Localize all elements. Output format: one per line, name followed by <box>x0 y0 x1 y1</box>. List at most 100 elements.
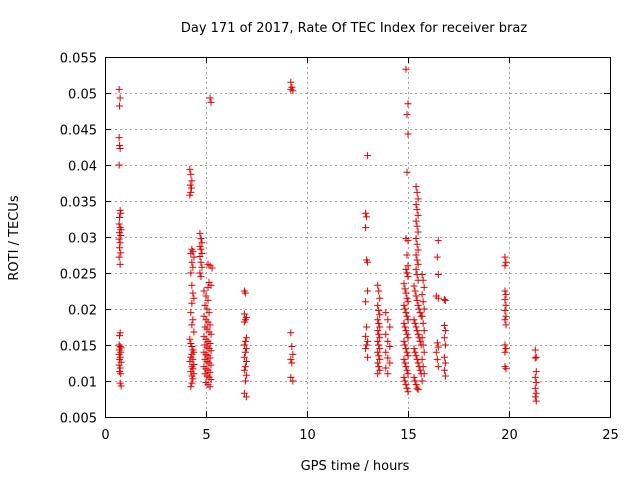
data-point <box>374 348 382 356</box>
data-point <box>375 319 383 327</box>
data-point <box>386 359 394 367</box>
data-point <box>531 384 539 392</box>
data-point <box>412 183 420 191</box>
data-point <box>196 252 204 260</box>
data-point <box>419 298 427 306</box>
data-point <box>501 306 509 314</box>
y-tick-label: 0.01 <box>68 376 97 391</box>
data-point <box>188 342 196 350</box>
data-point <box>532 389 540 397</box>
data-point <box>403 312 411 320</box>
data-point <box>420 370 428 378</box>
data-point <box>240 389 248 397</box>
data-point <box>375 363 383 371</box>
data-point <box>441 359 449 367</box>
data-point <box>116 94 124 102</box>
data-point <box>206 354 214 362</box>
data-point <box>382 348 390 356</box>
data-point <box>531 373 539 381</box>
data-point <box>532 353 540 361</box>
data-point <box>412 201 420 209</box>
data-point <box>187 309 195 317</box>
data-point <box>376 294 384 302</box>
x-axis-label: GPS time / hours <box>301 459 410 474</box>
data-point <box>362 209 370 217</box>
data-point <box>414 211 422 219</box>
data-point <box>501 348 509 356</box>
data-point <box>188 379 196 387</box>
data-point <box>440 366 448 374</box>
data-point <box>364 337 372 345</box>
data-point <box>414 301 422 309</box>
data-point <box>412 292 420 300</box>
data-point <box>382 309 390 317</box>
data-point <box>400 373 408 381</box>
data-point <box>416 309 424 317</box>
data-point <box>412 323 420 331</box>
data-point <box>187 340 195 348</box>
data-point <box>502 258 510 266</box>
y-tick-label: 0.055 <box>60 52 97 67</box>
data-point <box>531 346 539 354</box>
data-point <box>434 237 442 245</box>
x-tick-label: 10 <box>299 428 316 443</box>
data-point <box>376 311 384 319</box>
data-point <box>501 341 509 349</box>
y-axis-label: ROTI / TECUs <box>7 195 22 280</box>
data-point <box>411 377 419 385</box>
data-point <box>116 142 124 150</box>
data-point <box>115 253 123 261</box>
data-point <box>241 289 249 297</box>
data-point <box>116 244 124 252</box>
data-point <box>400 280 408 288</box>
data-point <box>502 312 510 320</box>
data-point <box>376 323 384 331</box>
data-point <box>402 289 410 297</box>
grid <box>105 57 610 417</box>
data-point <box>502 291 510 299</box>
data-point <box>197 273 205 281</box>
data-point <box>400 355 408 363</box>
data-point <box>410 282 418 290</box>
data-point <box>115 361 123 369</box>
data-point <box>502 301 510 309</box>
data-point <box>420 283 428 291</box>
data-point <box>374 301 382 309</box>
data-point <box>206 321 214 329</box>
data-point <box>364 287 372 295</box>
data-point <box>411 348 419 356</box>
data-point <box>404 298 412 306</box>
data-point <box>190 328 198 336</box>
data-point <box>400 319 408 327</box>
data-point <box>240 341 248 349</box>
data-point <box>362 298 370 306</box>
data-point <box>402 309 410 317</box>
data-point <box>240 353 248 361</box>
data-point <box>413 327 421 335</box>
data-point <box>420 327 428 335</box>
data-point <box>404 352 412 360</box>
data-point <box>375 330 383 338</box>
data-point <box>434 343 442 351</box>
data-point <box>363 341 371 349</box>
data-point <box>186 165 194 173</box>
data-point <box>203 305 211 313</box>
data-point <box>288 342 296 350</box>
data-point <box>403 330 411 338</box>
data-point <box>402 345 410 353</box>
data-point <box>400 337 408 345</box>
data-point <box>404 237 412 245</box>
data-point <box>207 376 215 384</box>
data-point <box>207 98 215 106</box>
data-point <box>532 397 540 405</box>
data-point <box>382 330 390 338</box>
data-point <box>117 382 125 390</box>
data-point <box>188 372 196 380</box>
data-point <box>196 229 204 237</box>
data-point <box>289 350 297 358</box>
data-point <box>410 373 418 381</box>
data-point <box>375 352 383 360</box>
y-tick-label: 0.035 <box>60 196 97 211</box>
data-point <box>416 366 424 374</box>
y-tick-label: 0.04 <box>68 160 97 175</box>
